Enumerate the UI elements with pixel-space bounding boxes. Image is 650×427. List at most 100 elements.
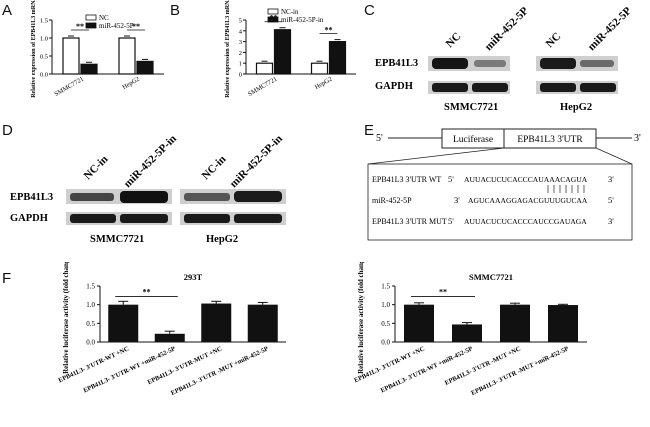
- sequence-text: AUUACUCUCACCCAUCCGAUAGA: [464, 217, 587, 226]
- chart-title: 293T: [184, 272, 203, 282]
- protein-band: [540, 58, 576, 69]
- bar: [80, 63, 98, 75]
- sequence-end: 5': [448, 216, 454, 226]
- sequence-end: 5': [448, 174, 454, 184]
- pairing-ticks: [547, 185, 585, 193]
- legend-label: NC: [99, 14, 109, 22]
- cell-line-label: SMMC7721: [444, 102, 498, 113]
- row-label-epb41l3: EPB41L3: [375, 58, 418, 69]
- y-tick-label: 1: [239, 61, 242, 68]
- protein-band: [432, 83, 468, 92]
- lane-label: NC: [544, 30, 564, 50]
- protein-band: [234, 214, 282, 223]
- legend-swatch: [85, 22, 97, 29]
- y-tick-label: 0.5: [381, 320, 390, 328]
- panel-letter-c: C: [364, 2, 375, 19]
- protein-band: [432, 58, 468, 69]
- y-tick-label: 1.5: [86, 283, 95, 291]
- y-tick-label: 5: [239, 18, 242, 25]
- y-tick-label: 0: [239, 72, 242, 79]
- y-tick-label: 1.0: [381, 301, 390, 309]
- panel-f-smmc7721-bar-chart: SMMC7721 0.0 0.5 1.0 1.5 Relative luciferase …: [353, 262, 587, 397]
- cell-line-label: HepG2: [206, 234, 238, 245]
- sequence-end: 5': [608, 195, 614, 205]
- legend-label: miR-452-5P-in: [281, 16, 324, 24]
- protein-band: [472, 83, 508, 92]
- panel-d-western-blot: NC-in miR-452-5P-in NC-in miR-452-5P-in …: [10, 133, 286, 245]
- sequence-row-mut: EPB41L3 3'UTR MUT 5' AUUACUCUCACCCAUCCGA…: [372, 216, 614, 226]
- y-axis-label: Relative luciferase activity (fold chang…: [357, 262, 365, 374]
- x-tick-label: SMMC7721: [247, 76, 279, 98]
- panel-e-construct-diagram: 5' Luciferase EPB41L3 3'UTR 3' EPB41L3 3…: [367, 128, 641, 241]
- sequence-label: miR-452-5P: [372, 196, 412, 205]
- sequence-end: 3': [608, 216, 614, 226]
- y-tick-label: 3: [239, 39, 242, 46]
- sequence-alignment-box: [367, 163, 633, 241]
- y-axis-label: Relative expression of EPB41L3 mRNA: [225, 0, 231, 98]
- luciferase-label: Luciferase: [453, 134, 493, 145]
- panel-letter-f: F: [2, 270, 12, 287]
- legend-swatch: [85, 14, 97, 21]
- y-tick-label: 0.0: [40, 72, 48, 79]
- cell-line-label: HepG2: [560, 102, 592, 113]
- bar: [136, 60, 154, 75]
- bar: [255, 62, 274, 75]
- protein-band: [234, 191, 282, 202]
- y-tick-label: 1.5: [40, 18, 48, 25]
- lane-label: NC-in: [82, 153, 111, 182]
- panel-letter-b: B: [170, 2, 181, 19]
- x-tick-label: HepG2: [314, 76, 334, 91]
- protein-band: [184, 193, 230, 201]
- y-tick-label: 2: [239, 50, 242, 57]
- legend-swatch: [267, 8, 279, 15]
- legend-swatch: [267, 16, 279, 23]
- legend-label: miR-452-5P: [99, 22, 134, 30]
- panel-letter-d: D: [2, 122, 13, 139]
- significance-marker: **: [143, 287, 151, 296]
- panel-letter-a: A: [2, 2, 13, 19]
- sequence-row-mirna: miR-452-5P 3' AGUCAAAGGAGACGUUUGUCAA 5': [372, 195, 614, 205]
- lane-label: miR-452-5P-in: [122, 133, 179, 190]
- bar: [118, 37, 136, 75]
- x-tick-label: EPB41L3- 3'UTR -MUT +miR-452-5P: [470, 345, 570, 396]
- legend-label: NC-in: [281, 8, 299, 16]
- y-tick-label: 0.0: [86, 339, 95, 347]
- bar: [62, 37, 80, 75]
- x-tick-label: EPB41L3- 3'UTR-MUT +NC: [147, 345, 224, 386]
- lane-label: miR-452-5P-in: [228, 133, 285, 190]
- sequence-label: EPB41L3 3'UTR MUT: [372, 217, 447, 226]
- y-tick-label: 0.5: [40, 54, 48, 61]
- protein-band: [580, 83, 616, 92]
- protein-band: [120, 191, 168, 203]
- x-tick-label: HepG2: [121, 76, 141, 91]
- bar: [404, 304, 434, 342]
- significance-marker: **: [325, 26, 333, 35]
- protein-band: [184, 214, 230, 223]
- protein-band: [580, 60, 614, 67]
- lane-label: miR-452-5P: [483, 5, 531, 53]
- bar: [247, 304, 278, 342]
- y-tick-label: 1.0: [86, 301, 95, 309]
- bar: [452, 324, 482, 342]
- row-label-epb41l3: EPB41L3: [10, 192, 53, 203]
- cell-line-label: SMMC7721: [90, 234, 144, 245]
- y-tick-label: 1.0: [40, 36, 48, 43]
- y-tick-label: 0.5: [86, 320, 95, 328]
- bar: [328, 40, 347, 75]
- sequence-text: AUUACUCUCACCCAUAAACAGUA: [464, 175, 588, 184]
- row-label-gapdh: GAPDH: [375, 81, 413, 92]
- y-axis-label: Relative luciferase activity (fold chang…: [62, 262, 70, 374]
- sequence-text: AGUCAAAGGAGACGUUUGUCAA: [468, 196, 588, 205]
- bar: [201, 303, 232, 342]
- bar: [273, 29, 292, 75]
- row-label-gapdh: GAPDH: [10, 213, 48, 224]
- bar: [108, 304, 139, 342]
- y-tick-label: 1.5: [381, 283, 390, 291]
- panel-c-western-blot: NC miR-452-5P NC miR-452-5P EPB41L3 GAPD…: [375, 5, 634, 113]
- bar: [310, 62, 329, 75]
- chart-title: SMMC7721: [469, 272, 513, 282]
- sequence-row-wt: EPB41L3 3'UTR WT 5' AUUACUCUCACCCAUAAACA…: [372, 174, 614, 184]
- y-tick-label: 0.0: [381, 339, 390, 347]
- zoom-line: [595, 147, 633, 165]
